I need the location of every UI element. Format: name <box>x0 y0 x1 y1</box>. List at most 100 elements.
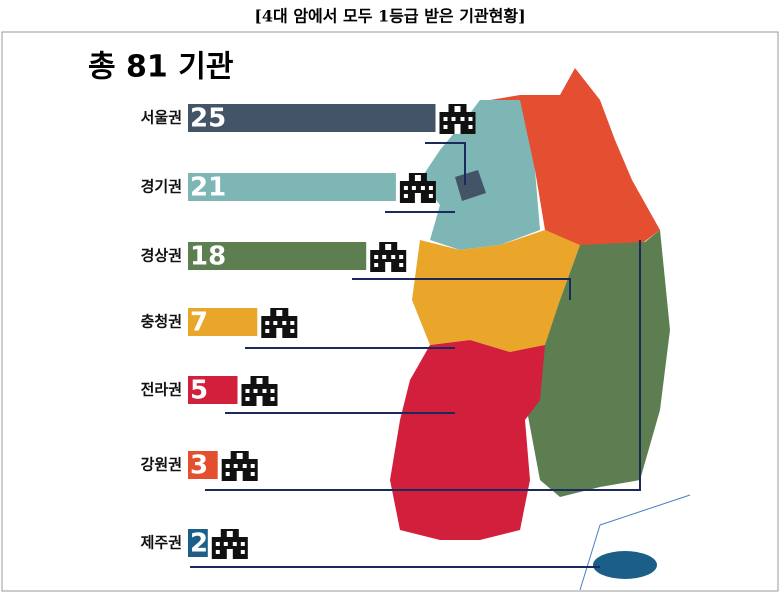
icon-part <box>233 464 238 468</box>
icon-part <box>399 181 436 203</box>
icon-part <box>262 389 267 393</box>
value-label: 7 <box>190 308 208 338</box>
icon-part <box>256 396 263 406</box>
icon-part <box>374 255 379 259</box>
icon-part <box>223 542 228 546</box>
icon-part <box>250 464 255 468</box>
icon-part <box>420 186 425 190</box>
icon-part <box>454 106 461 112</box>
leader-line <box>425 142 466 185</box>
icon-part <box>232 542 237 546</box>
bar <box>188 451 218 479</box>
icon-part <box>290 329 295 333</box>
hospital-icon <box>241 376 278 406</box>
icon-part <box>460 117 465 121</box>
icon-part <box>468 117 473 121</box>
icon-part <box>236 471 243 481</box>
region-jeju <box>593 551 657 579</box>
hospital-icon <box>399 173 436 203</box>
leader-line <box>352 278 571 300</box>
icon-part <box>221 459 258 481</box>
sea-line <box>579 524 601 591</box>
icon-part <box>385 262 392 272</box>
region-gyeonggi <box>420 100 540 250</box>
category-label: 충청권 <box>141 313 182 331</box>
value-label: 18 <box>190 242 226 272</box>
value-label: 3 <box>190 451 208 481</box>
icon-part <box>215 542 220 546</box>
icon-part <box>399 263 404 267</box>
hospital-icon <box>261 308 298 338</box>
bar <box>188 242 367 270</box>
icon-part <box>276 310 283 316</box>
icon-part <box>290 321 295 325</box>
icon-part <box>225 464 230 468</box>
value-label: 2 <box>190 529 208 559</box>
map <box>390 68 691 591</box>
icon-part <box>240 542 245 546</box>
bar <box>188 104 436 132</box>
icon-part <box>374 263 379 267</box>
icon-part <box>226 549 233 559</box>
bar <box>188 376 238 404</box>
icon-part <box>282 321 287 325</box>
icon-part <box>226 531 233 537</box>
icon-part <box>211 537 248 559</box>
leaders <box>190 142 641 568</box>
icon-part <box>236 453 243 459</box>
hospital-icon <box>439 104 476 134</box>
icon-part <box>443 125 448 129</box>
icon-part <box>245 389 250 393</box>
icon-part <box>414 193 421 203</box>
icon-part <box>250 472 255 476</box>
icon-part <box>242 464 247 468</box>
bar <box>188 308 258 336</box>
icon-part <box>414 175 421 181</box>
icon-part <box>411 186 416 190</box>
icon-part <box>399 255 404 259</box>
category-label: 강원권 <box>141 456 182 474</box>
category-label: 전라권 <box>141 381 182 399</box>
category-label: 서울권 <box>141 109 182 127</box>
region-gangwon <box>490 68 660 250</box>
leader-line <box>205 240 641 491</box>
icon-part <box>451 117 456 121</box>
icon-part <box>265 329 270 333</box>
region-jeolla <box>390 340 545 540</box>
value-label: 21 <box>190 173 226 203</box>
icon-part <box>370 250 407 272</box>
hospital-icon <box>370 242 407 272</box>
icon-part <box>245 397 250 401</box>
chart-title: [4대 암에서 모두 1등급 받은 기관현황] <box>254 7 525 26</box>
icon-part <box>240 550 245 554</box>
icon-part <box>265 321 270 325</box>
icon-part <box>225 472 230 476</box>
frame <box>1 31 779 592</box>
category-label: 경상권 <box>141 247 182 265</box>
hospital-icon <box>211 529 248 559</box>
icon-part <box>439 112 476 134</box>
icon-part <box>261 316 298 338</box>
icon-part <box>215 550 220 554</box>
icon-part <box>443 117 448 121</box>
icon-part <box>276 328 283 338</box>
icon-part <box>428 186 433 190</box>
icon-part <box>403 194 408 198</box>
category-label: 경기권 <box>141 178 182 196</box>
sea-line <box>599 494 691 526</box>
icon-part <box>256 378 263 384</box>
icon-part <box>270 397 275 401</box>
bar <box>188 173 396 201</box>
region-gyeongsang <box>525 230 670 497</box>
value-label: 5 <box>190 376 208 406</box>
hospital-icon <box>221 451 258 481</box>
icon-part <box>253 389 258 393</box>
icon-part <box>241 384 278 406</box>
bar <box>188 529 208 557</box>
icon-part <box>468 125 473 129</box>
value-label: 25 <box>190 104 226 134</box>
icon-part <box>385 244 392 250</box>
chart-subtitle: 총 81 기관 <box>88 50 233 85</box>
icon-part <box>403 186 408 190</box>
